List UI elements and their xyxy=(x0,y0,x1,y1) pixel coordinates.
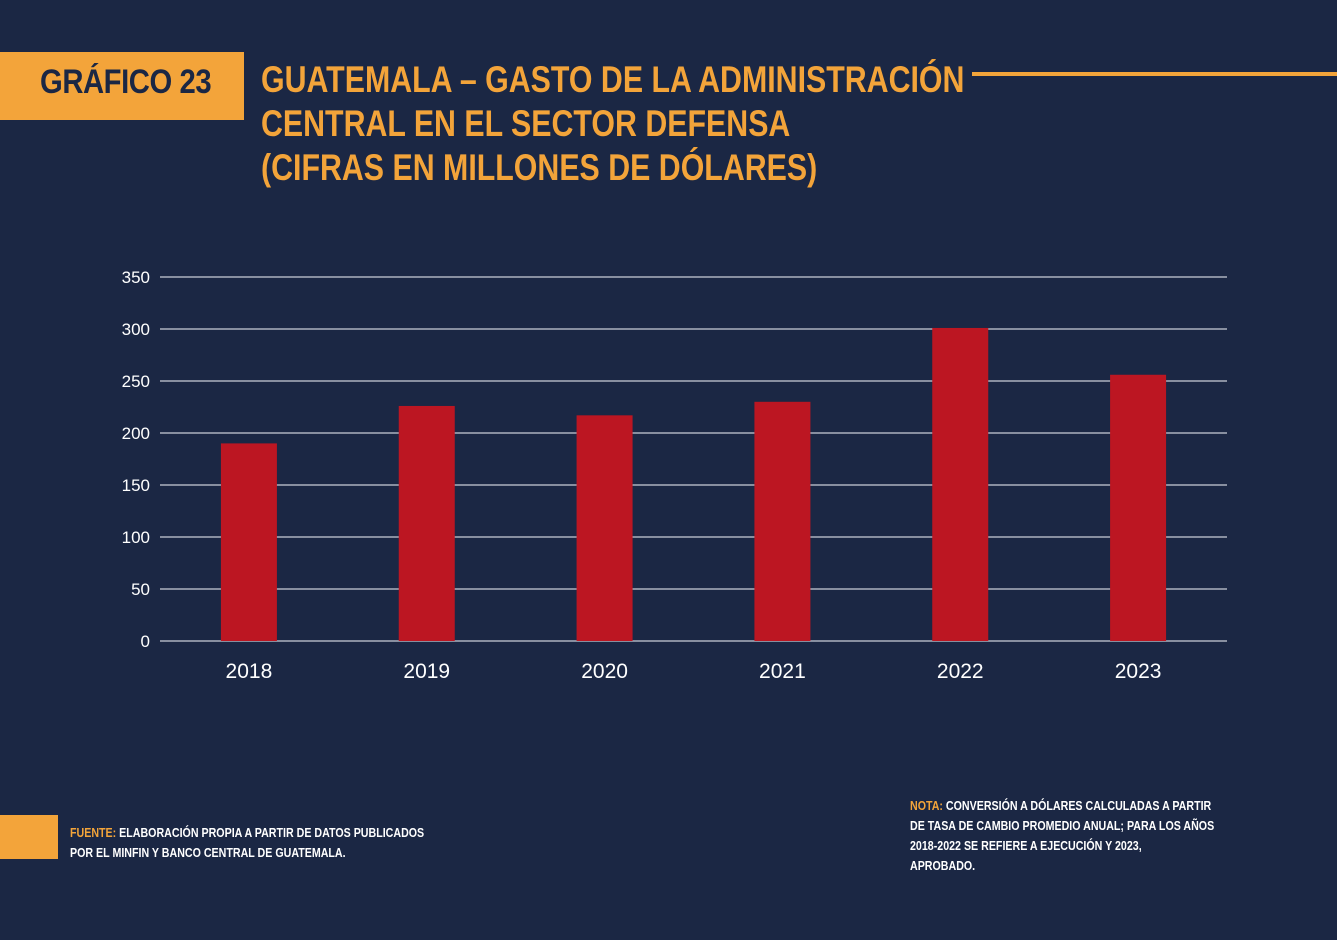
y-tick-label: 200 xyxy=(122,424,150,443)
chart-title-line-2: CENTRAL EN EL SECTOR DEFENSA xyxy=(261,103,791,144)
source-accent-block xyxy=(0,815,58,859)
chart-number-badge xyxy=(0,52,244,120)
bar-2021 xyxy=(754,401,811,641)
source-prefix: FUENTE: xyxy=(70,825,117,840)
methodology-note: NOTA: CONVERSIÓN A DÓLARES CALCULADAS A … xyxy=(910,796,1214,876)
title-rule xyxy=(972,72,1337,76)
source-note: FUENTE: ELABORACIÓN PROPIA A PARTIR DE D… xyxy=(70,823,424,863)
y-tick-label: 150 xyxy=(122,476,150,495)
y-tick-label: 50 xyxy=(131,580,150,599)
x-tick-label: 2020 xyxy=(581,660,628,683)
x-tick-label: 2018 xyxy=(226,660,273,683)
y-tick-label: 0 xyxy=(141,632,150,651)
bar-2018 xyxy=(220,443,277,641)
x-tick-label: 2022 xyxy=(937,660,984,683)
note-line-2: DE TASA DE CAMBIO PROMEDIO ANUAL; PARA L… xyxy=(910,818,1215,833)
note-line-4: APROBADO. xyxy=(910,858,976,873)
x-tick-label: 2021 xyxy=(759,660,806,683)
chart-title-line-3: (CIFRAS EN MILLONES DE DÓLARES) xyxy=(261,147,818,188)
source-line-2: POR EL MINFIN Y BANCO CENTRAL DE GUATEMA… xyxy=(70,845,346,860)
y-tick-label: 350 xyxy=(122,268,150,287)
y-tick-label: 300 xyxy=(122,320,150,339)
chart-title-line-1: GUATEMALA – GASTO DE LA ADMINISTRACIÓN xyxy=(261,59,965,100)
source-line-1: ELABORACIÓN PROPIA A PARTIR DE DATOS PUB… xyxy=(116,825,425,840)
bar-2023 xyxy=(1110,374,1167,641)
note-prefix: NOTA: xyxy=(910,798,943,813)
x-tick-label: 2019 xyxy=(403,660,450,683)
bar-2019 xyxy=(398,405,455,641)
y-tick-label: 100 xyxy=(122,528,150,547)
note-line-3: 2018-2022 SE REFIERE A EJECUCIÓN Y 2023, xyxy=(910,838,1142,853)
x-tick-label: 2023 xyxy=(1115,660,1162,683)
chart-number-label: GRÁFICO 23 xyxy=(40,63,212,101)
bar-2020 xyxy=(576,415,633,641)
bar-2022 xyxy=(932,327,989,641)
chart-title: GUATEMALA – GASTO DE LA ADMINISTRACIÓN C… xyxy=(261,58,964,190)
note-line-1: CONVERSIÓN A DÓLARES CALCULADAS A PARTIR xyxy=(942,798,1212,813)
y-tick-label: 250 xyxy=(122,372,150,391)
